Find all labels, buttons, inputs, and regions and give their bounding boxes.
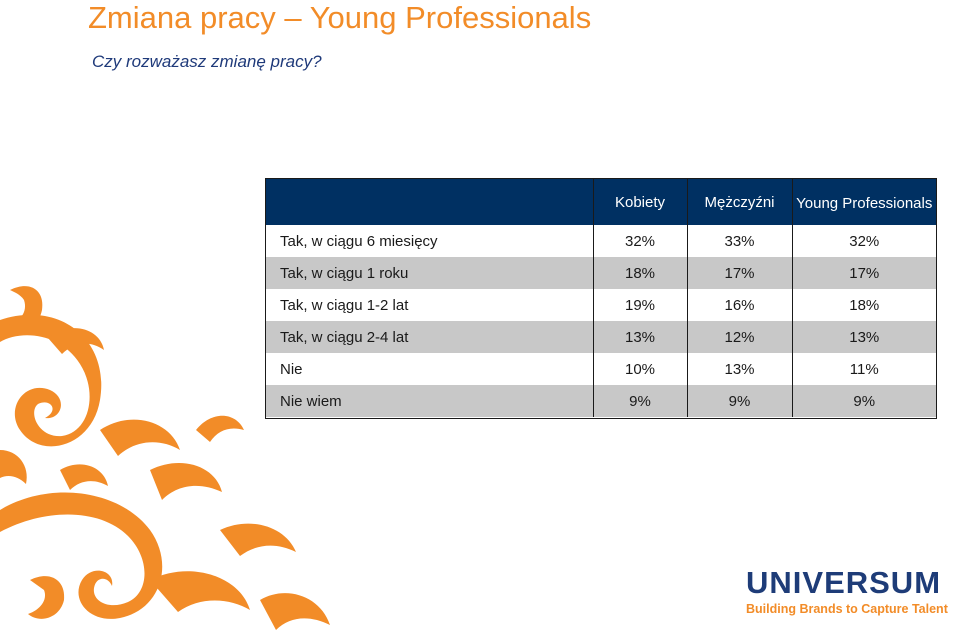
table-row: Nie 10% 13% 11% xyxy=(266,353,936,385)
cell-value: 32% xyxy=(592,225,687,257)
row-label: Tak, w ciągu 2-4 lat xyxy=(266,321,593,353)
cell-value: 18% xyxy=(791,289,936,321)
universum-logo: UNIVERSUM Building Brands to Capture Tal… xyxy=(746,565,956,617)
table-row: Tak, w ciągu 6 miesięcy 32% 33% 32% xyxy=(266,225,936,257)
cell-value: 10% xyxy=(592,353,687,385)
table-header-row: Kobiety Mężczyźni Young Professionals xyxy=(266,179,936,225)
table-row: Tak, w ciągu 1 roku 18% 17% 17% xyxy=(266,257,936,289)
table-row: Tak, w ciągu 1-2 lat 19% 16% 18% xyxy=(266,289,936,321)
cell-value: 17% xyxy=(791,257,936,289)
logo-wordmark: UNIVERSUM xyxy=(746,565,942,600)
cell-value: 32% xyxy=(791,225,936,257)
table-row: Nie wiem 9% 9% 9% xyxy=(266,385,936,417)
cell-value: 13% xyxy=(686,353,792,385)
row-label: Tak, w ciągu 1-2 lat xyxy=(266,289,593,321)
cell-value: 18% xyxy=(592,257,687,289)
cell-value: 16% xyxy=(686,289,792,321)
header-cell-young-professionals: Young Professionals xyxy=(791,179,936,225)
table-row: Tak, w ciągu 2-4 lat 13% 12% 13% xyxy=(266,321,936,353)
row-label: Nie wiem xyxy=(266,385,593,417)
header-cell-blank xyxy=(266,179,593,225)
cell-value: 11% xyxy=(791,353,936,385)
cell-value: 12% xyxy=(686,321,792,353)
page-subtitle: Czy rozważasz zmianę pracy? xyxy=(92,52,322,71)
cell-value: 9% xyxy=(592,385,687,417)
decorative-ornament xyxy=(0,286,330,630)
cell-value: 17% xyxy=(686,257,792,289)
row-label: Tak, w ciągu 1 roku xyxy=(266,257,593,289)
page-title: Zmiana pracy – Young Professionals xyxy=(88,0,592,35)
cell-value: 33% xyxy=(686,225,792,257)
cell-value: 13% xyxy=(791,321,936,353)
cell-value: 9% xyxy=(686,385,792,417)
header-cell-kobiety: Kobiety xyxy=(592,179,687,225)
cell-value: 9% xyxy=(791,385,936,417)
row-label: Nie xyxy=(266,353,593,385)
cell-value: 19% xyxy=(592,289,687,321)
header-cell-mezczyzni: Mężczyźni xyxy=(686,179,792,225)
row-label: Tak, w ciągu 6 miesięcy xyxy=(266,225,593,257)
cell-value: 13% xyxy=(592,321,687,353)
logo-tagline: Building Brands to Capture Talent xyxy=(746,602,948,616)
results-table: Kobiety Mężczyźni Young Professionals Ta… xyxy=(266,179,936,417)
